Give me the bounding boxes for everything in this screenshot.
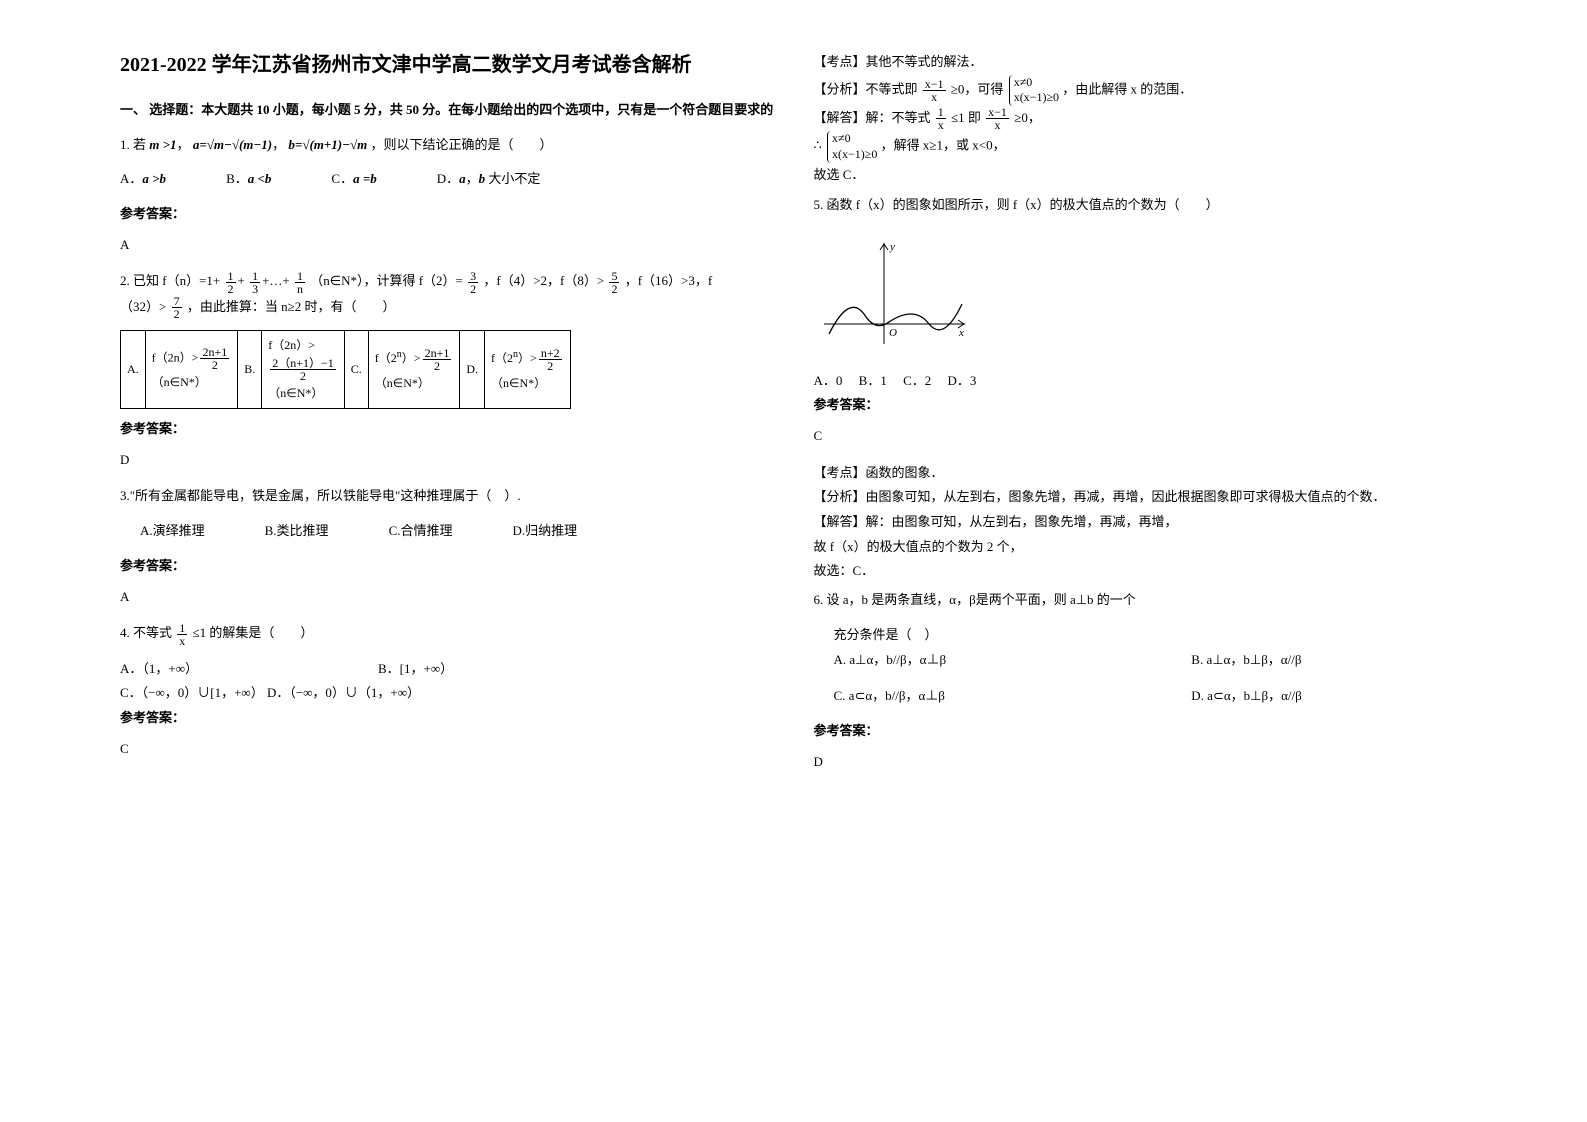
q6-A: A. a⊥α，b//β，α⊥β xyxy=(834,648,1112,673)
q5-options: A．0 B．1 C．2 D．3 xyxy=(814,369,1468,394)
q1-D: D．a，b 大小不定 xyxy=(437,171,541,186)
frac-1-2: 12 xyxy=(226,270,236,295)
q1-pre: 1. 若 xyxy=(120,137,146,152)
q5-fenxi: 【分析】由图象可知，从左到右，图象先增，再减，再增，因此根据图象即可求得极大值点… xyxy=(814,485,1468,510)
svg-text:y: y xyxy=(889,241,895,253)
q2-tB-label: B. xyxy=(238,331,262,409)
frac-7-2: 72 xyxy=(172,295,182,320)
right-column: 【考点】其他不等式的解法． 【分析】不等式即 x−1x ≥0，可得 x≠0x(x… xyxy=(794,50,1488,1072)
q2-tC-label: C. xyxy=(344,331,368,409)
q2-tC-body: f（2n）>2n+12 （n∈N*） xyxy=(368,331,460,409)
q6-ans-label: 参考答案： xyxy=(814,719,1468,744)
question-3: 3."所有金属都能导电，铁是金属，所以铁能导电"这种推理属于（ ）. xyxy=(120,484,774,509)
q4-opts-row2: C．（−∞，0）∪[1，+∞） D．（−∞，0）∪（1，+∞） xyxy=(120,681,774,706)
svg-text:O: O xyxy=(889,327,897,339)
q3-ans-label: 参考答案： xyxy=(120,554,774,579)
q1-cond2: a=√m−√(m−1) xyxy=(193,137,272,152)
q2-option-table: A. f（2n）>2n+12 （n∈N*） B. f（2n）> 2（n+1）−1… xyxy=(120,330,571,409)
question-2: 2. 已知 f（n）=1+ 12+ 13+…+ 1n （n∈N*），计算得 f（… xyxy=(120,269,774,320)
q4-fenxi: 【分析】不等式即 x−1x ≥0，可得 x≠0x(x−1)≥0 ，由此解得 x … xyxy=(814,75,1468,106)
q1-cond1: m >1 xyxy=(149,137,176,152)
q2-e: （32）> xyxy=(120,299,166,314)
q2-b: （n∈N*），计算得 f（2）= xyxy=(310,273,463,288)
q3-B: B.类比推理 xyxy=(265,519,329,544)
question-6: 6. 设 a，b 是两条直线，α，β是两个平面，则 a⊥b 的一个 xyxy=(814,588,1468,613)
question-5: 5. 函数 f（x）的图象如图所示，则 f（x）的极大值点的个数为（ ） xyxy=(814,193,1468,218)
question-4: 4. 不等式 1x ≤1 的解集是（ ） xyxy=(120,621,774,647)
q1-options: A．a >b B．a <b C．a =b D．a，b 大小不定 xyxy=(120,167,774,192)
frac-1-3: 13 xyxy=(250,270,260,295)
q5-jd3: 故选：C． xyxy=(814,559,1468,584)
q2-tD-body: f（2n）>n+22 （n∈N*） xyxy=(485,331,571,409)
q5-A: A．0 xyxy=(814,373,843,388)
q4-kaodian: 【考点】其他不等式的解法． xyxy=(814,50,1468,75)
q5-C: C．2 xyxy=(903,373,931,388)
q4-jieda-1: 【解答】解：不等式 1x ≤1 即 x−1x ≥0， xyxy=(814,106,1468,132)
q5-B: B．1 xyxy=(859,373,887,388)
q3-C: C.合情推理 xyxy=(389,519,453,544)
q2-f: ，由此推算：当 n≥2 时，有（ ） xyxy=(187,299,396,314)
q2-ans-label: 参考答案： xyxy=(120,417,774,442)
q5-jd1: 【解答】解：由图象可知，从左到右，图象先增，再减，再增， xyxy=(814,510,1468,535)
q4-ans: C xyxy=(120,737,774,762)
q5-jd2: 故 f（x）的极大值点的个数为 2 个， xyxy=(814,535,1468,560)
q5-ans-label: 参考答案： xyxy=(814,393,1468,418)
q1-cond3: b=√(m+1)−√m xyxy=(288,137,367,152)
svg-text:x: x xyxy=(958,327,964,339)
q2-d: ，f（16）>3，f xyxy=(625,273,713,288)
frac-5-2: 52 xyxy=(609,270,619,295)
q2-a: 2. 已知 f（n）=1+ xyxy=(120,273,220,288)
q3-ans: A xyxy=(120,585,774,610)
q6-C: C. a⊂α，b//β，α⊥β xyxy=(834,684,1112,709)
q2-tB-body: f（2n）> 2（n+1）−12 （n∈N*） xyxy=(262,331,345,409)
q1-A: A．a >b xyxy=(120,171,166,186)
q1-ans-label: 参考答案： xyxy=(120,202,774,227)
question-1: 1. 若 m >1， a=√m−√(m−1)， b=√(m+1)−√m ，则以下… xyxy=(120,133,774,158)
q2-c: ，f（4）>2，f（8）> xyxy=(483,273,604,288)
q5-ans: C xyxy=(814,424,1468,449)
q4-b: ≤1 的解集是（ ） xyxy=(193,625,314,640)
q5-D: D．3 xyxy=(948,373,977,388)
q6-D: D. a⊂α，b⊥β，α//β xyxy=(1191,684,1467,709)
q4-A: A．（1，+∞） xyxy=(120,657,198,682)
q6-options: A. a⊥α，b//β，α⊥β B. a⊥α，b⊥β，α//β C. a⊂α，b… xyxy=(834,648,1468,709)
frac-1-x: 1x xyxy=(177,622,187,647)
q1-ans: A xyxy=(120,233,774,258)
q6-stem2: 充分条件是（ ） xyxy=(834,623,1468,648)
q2-tD-label: D. xyxy=(460,331,485,409)
frac-3-2: 32 xyxy=(468,270,478,295)
q3-D: D.归纳推理 xyxy=(512,519,577,544)
section-1-head: 一、 选择题：本大题共 10 小题，每小题 5 分，共 50 分。在每小题给出的… xyxy=(120,98,774,123)
q5-kaodian: 【考点】函数的图象． xyxy=(814,461,1468,486)
q4-opts-row1: A．（1，+∞） B．[1，+∞） xyxy=(120,657,774,682)
q2-ans: D xyxy=(120,448,774,473)
q6-B: B. a⊥α，b⊥β，α//β xyxy=(1191,648,1467,673)
q4-jieda-3: 故选 C． xyxy=(814,163,1468,188)
q1-C: C．a =b xyxy=(331,171,376,186)
q2-tA-label: A. xyxy=(121,331,146,409)
frac-1-n: 1n xyxy=(295,270,305,295)
exam-title: 2021-2022 学年江苏省扬州市文津中学高二数学文月考试卷含解析 xyxy=(120,50,774,80)
q1-post: ，则以下结论正确的是（ ） xyxy=(371,137,553,152)
q4-B: B．[1，+∞） xyxy=(378,657,453,682)
q1-B: B．a <b xyxy=(226,171,271,186)
q5-graph: O x y xyxy=(814,234,974,354)
q6-ans: D xyxy=(814,750,1468,775)
q2-tA-body: f（2n）>2n+12 （n∈N*） xyxy=(145,331,238,409)
q4-a: 4. 不等式 xyxy=(120,625,172,640)
q3-A: A.演绎推理 xyxy=(140,519,205,544)
q3-options: A.演绎推理 B.类比推理 C.合情推理 D.归纳推理 xyxy=(140,519,774,544)
left-column: 2021-2022 学年江苏省扬州市文津中学高二数学文月考试卷含解析 一、 选择… xyxy=(100,50,794,1072)
q4-jieda-2: ∴ x≠0x(x−1)≥0 ，解得 x≥1，或 x<0， xyxy=(814,131,1468,162)
q4-ans-label: 参考答案： xyxy=(120,706,774,731)
